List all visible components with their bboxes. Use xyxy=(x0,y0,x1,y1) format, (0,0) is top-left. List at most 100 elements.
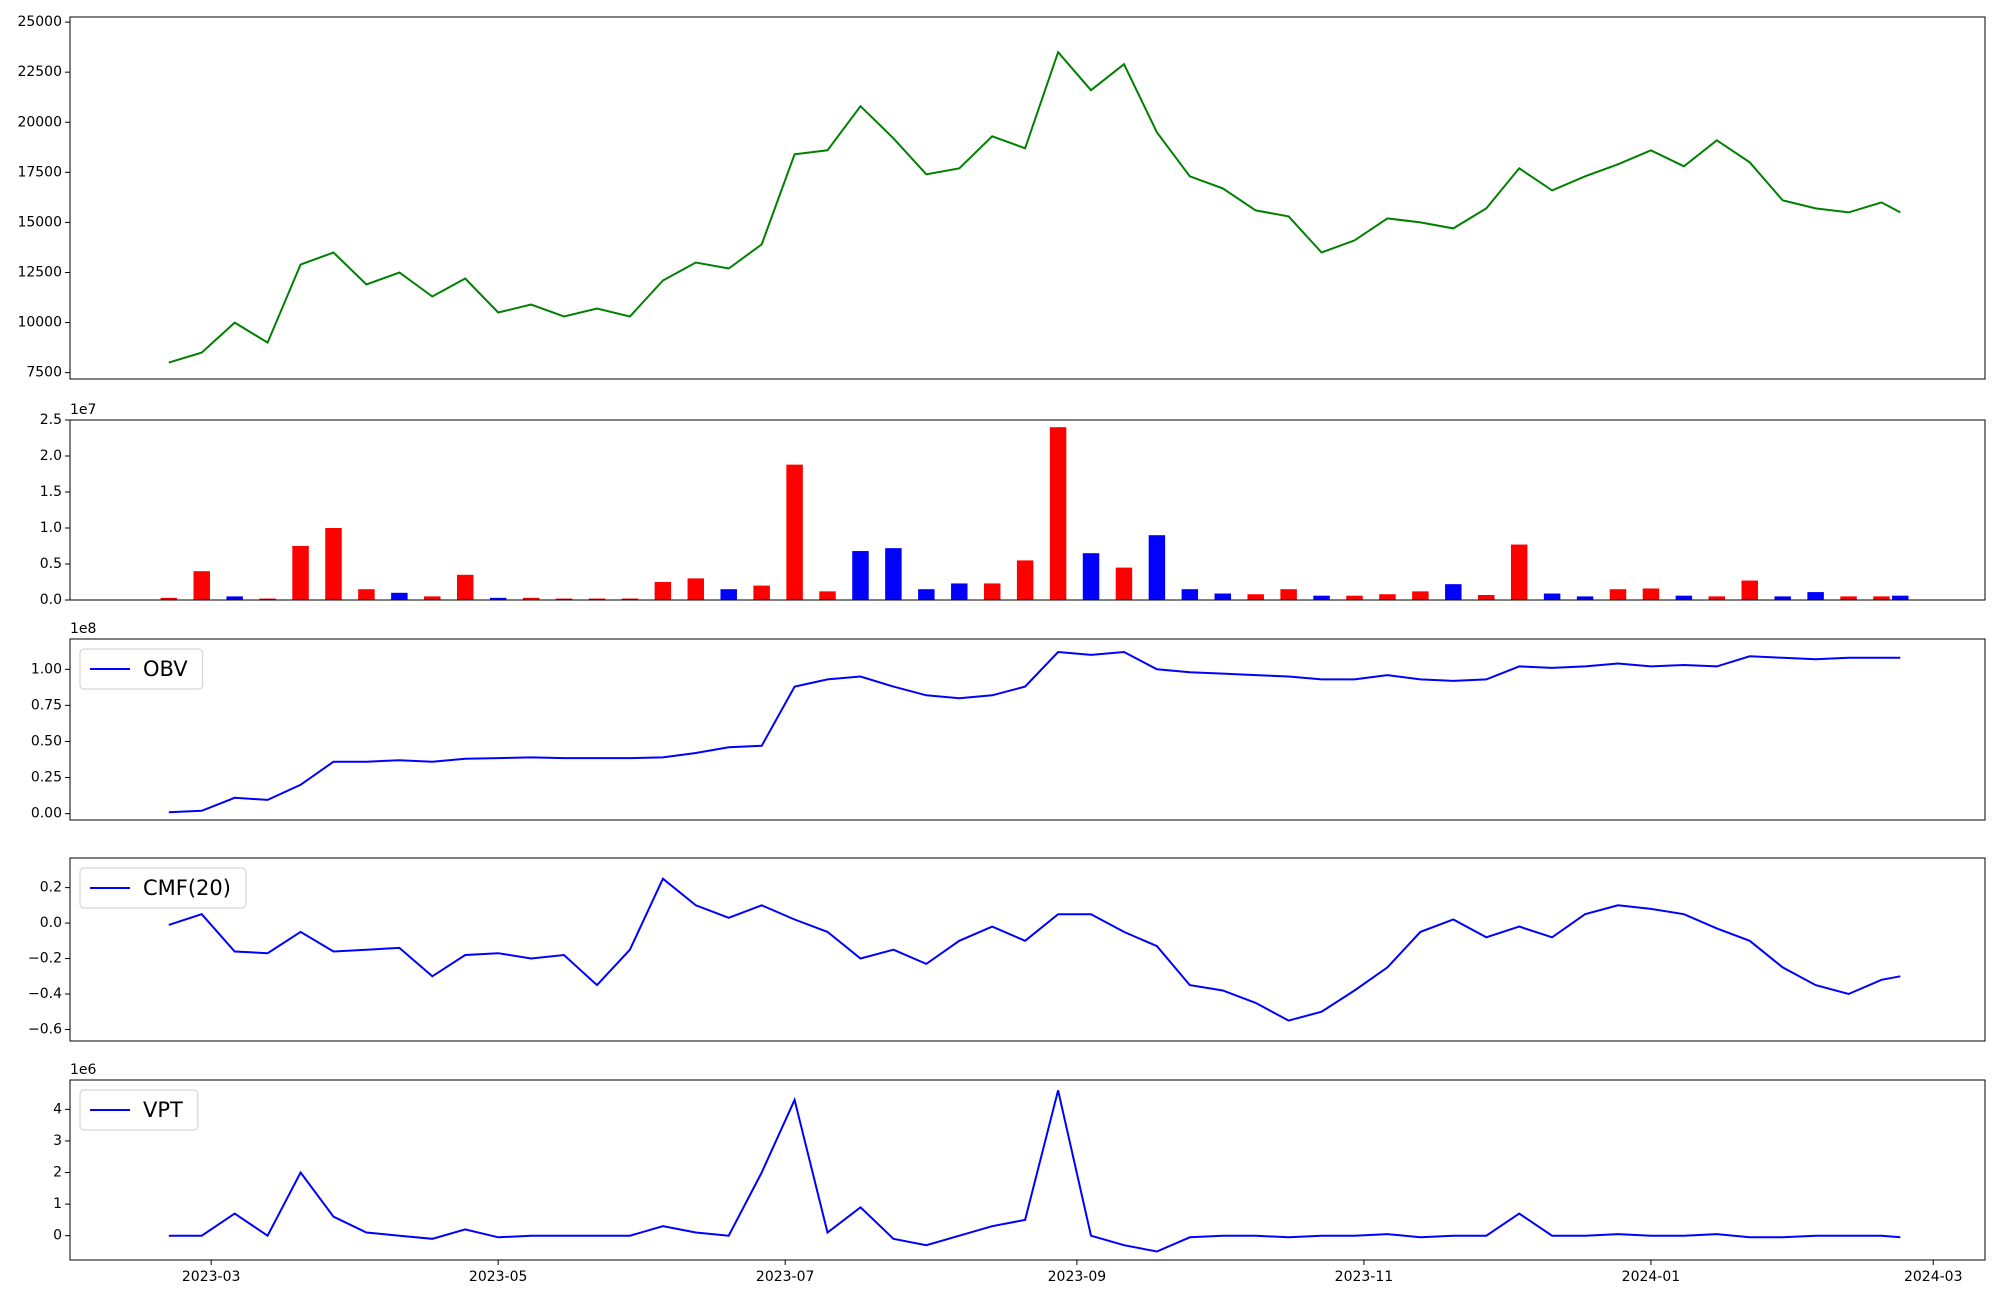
x-tick-label: 2023-11 xyxy=(1335,1269,1394,1285)
bar xyxy=(786,465,802,600)
x-tick-label: 2023-09 xyxy=(1048,1269,1107,1285)
y-tick-label: 1 xyxy=(53,1196,62,1212)
bar xyxy=(1280,589,1296,600)
y-tick-label: −0.2 xyxy=(28,951,62,967)
y-tick-label: 0.0 xyxy=(40,592,62,608)
panel: 0 1 2 3 4 1e6 VPT 2023-03 2023-05 2023-07 2023-09 2… xyxy=(53,1062,1985,1285)
bar xyxy=(1544,594,1560,600)
panel: 750010000125001500017500200002250025000 xyxy=(17,14,1985,381)
panel: 0.0 0.5 1.0 1.5 2.0 2.5 1e7 xyxy=(40,402,1985,608)
y-tick-label: 2.0 xyxy=(40,448,62,464)
bar xyxy=(1892,596,1908,600)
bar xyxy=(1610,589,1626,600)
bar xyxy=(325,528,341,600)
y-tick-label: 25000 xyxy=(17,14,62,30)
bar xyxy=(951,583,967,600)
line xyxy=(169,1090,1901,1251)
y-tick-label: 2 xyxy=(53,1165,62,1181)
legend-label: OBV xyxy=(143,657,188,681)
bar xyxy=(688,578,704,600)
legend: CMF(20) xyxy=(80,868,246,908)
bar xyxy=(1149,535,1165,600)
bar xyxy=(1313,596,1329,600)
line xyxy=(169,879,1901,1021)
bar xyxy=(885,548,901,600)
y-offset-label: 1e8 xyxy=(70,621,96,637)
bar xyxy=(918,589,934,600)
bar xyxy=(226,596,242,600)
bar xyxy=(1116,568,1132,600)
bar xyxy=(1643,588,1659,600)
bar xyxy=(1676,596,1692,600)
legend: OBV xyxy=(80,649,203,689)
y-tick-label: 1.00 xyxy=(31,661,62,677)
line xyxy=(169,652,1901,812)
bar xyxy=(1709,596,1725,600)
y-tick-label: 1.0 xyxy=(40,520,62,536)
legend: VPT xyxy=(80,1090,198,1130)
bar xyxy=(194,571,210,600)
y-tick-label: 0.5 xyxy=(40,556,62,572)
bar xyxy=(358,589,374,600)
panel: 0.00 0.25 0.50 0.75 1.00 1e8 OBV xyxy=(31,621,1985,822)
y-tick-label: 20000 xyxy=(17,114,62,130)
y-tick-label: 4 xyxy=(53,1101,62,1117)
y-tick-label: 3 xyxy=(53,1133,62,1149)
y-tick-label: −0.4 xyxy=(28,986,62,1002)
bar xyxy=(1017,560,1033,600)
y-tick-label: 10000 xyxy=(17,315,62,331)
y-tick-label: −0.6 xyxy=(28,1021,62,1037)
x-tick-label: 2023-05 xyxy=(469,1269,528,1285)
x-tick-label: 2023-07 xyxy=(756,1269,815,1285)
y-tick-label: 12500 xyxy=(17,264,62,280)
bar xyxy=(720,589,736,600)
line xyxy=(169,52,1901,362)
x-tick-label: 2023-03 xyxy=(182,1269,241,1285)
y-offset-label: 1e7 xyxy=(70,402,96,418)
bar xyxy=(1247,594,1263,600)
bar xyxy=(1807,592,1823,600)
y-tick-label: 0.2 xyxy=(40,880,62,896)
legend-label: VPT xyxy=(143,1098,183,1122)
bar xyxy=(1840,596,1856,600)
bar xyxy=(1577,596,1593,600)
bar xyxy=(1050,427,1066,600)
y-tick-label: 0.75 xyxy=(31,697,62,713)
y-tick-label: 0.00 xyxy=(31,806,62,822)
bar xyxy=(1478,595,1494,600)
y-tick-label: 0.0 xyxy=(40,915,62,931)
bar xyxy=(424,596,440,600)
legend-label: CMF(20) xyxy=(143,876,231,900)
plot-frame xyxy=(70,1080,1985,1260)
bar xyxy=(984,583,1000,600)
dashboard: 7500100001250015000175002000022500250000… xyxy=(0,0,2000,1300)
bar xyxy=(852,551,868,600)
bar xyxy=(391,593,407,600)
bar xyxy=(753,586,769,600)
bar xyxy=(655,582,671,600)
bar xyxy=(1182,589,1198,600)
bar xyxy=(1346,596,1362,600)
y-tick-label: 0 xyxy=(53,1228,62,1244)
y-tick-label: 7500 xyxy=(26,365,62,381)
y-offset-label: 1e6 xyxy=(70,1062,97,1078)
bar xyxy=(1083,553,1099,600)
y-tick-label: 2.5 xyxy=(40,412,62,428)
bar xyxy=(1412,591,1428,600)
bar xyxy=(1742,581,1758,600)
bar xyxy=(819,591,835,600)
bar xyxy=(1215,594,1231,600)
bar xyxy=(1445,584,1461,600)
bar xyxy=(1511,545,1527,600)
bar xyxy=(1379,594,1395,600)
x-tick-label: 2024-01 xyxy=(1622,1269,1681,1285)
y-tick-label: 0.25 xyxy=(31,770,62,786)
y-tick-label: 22500 xyxy=(17,64,62,80)
y-tick-label: 1.5 xyxy=(40,484,62,500)
y-tick-label: 15000 xyxy=(17,214,62,230)
plot-frame xyxy=(70,17,1985,379)
bar xyxy=(292,546,308,600)
bar xyxy=(457,575,473,600)
bar xyxy=(1774,596,1790,600)
y-tick-label: 0.50 xyxy=(31,733,62,749)
